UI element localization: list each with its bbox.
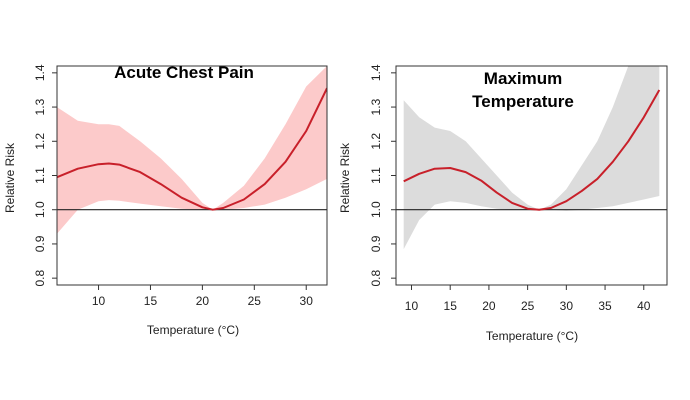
chart-title-line-1: Maximum bbox=[484, 69, 562, 88]
y-tick-label: 1.3 bbox=[33, 98, 47, 115]
x-tick-label: 10 bbox=[92, 294, 106, 308]
y-tick-label: 1.1 bbox=[33, 167, 47, 184]
plot-area: 10 15 20 25 30 35 40 0.8 0.9 1.0 1.1 1.2 1.3 1.4 bbox=[369, 64, 668, 313]
x-tick-label: 20 bbox=[196, 294, 210, 308]
x-tick-label: 30 bbox=[560, 299, 574, 313]
y-tick-label: 0.9 bbox=[33, 235, 47, 252]
panel-acute-chest-pain: 10 15 20 25 30 0.8 0.9 1.0 1.1 1.2 1.3 1.4 Acute Ch… bbox=[3, 63, 328, 337]
x-tick-label: 30 bbox=[300, 294, 314, 308]
y-tick-label: 1.2 bbox=[369, 133, 383, 150]
confidence-band bbox=[57, 66, 327, 234]
x-tick-label: 20 bbox=[482, 299, 496, 313]
y-tick-label: 0.8 bbox=[33, 270, 47, 287]
x-tick-label: 25 bbox=[248, 294, 262, 308]
y-tick-label: 0.8 bbox=[369, 270, 383, 287]
x-tick-label: 40 bbox=[637, 299, 651, 313]
panel-maximum-temperature: 10 15 20 25 30 35 40 0.8 0.9 1.0 1.1 1.2 1.3 1.4 Maxi… bbox=[338, 64, 668, 343]
y-tick-label: 1.4 bbox=[33, 64, 47, 81]
x-axis-label: Temperature (°C) bbox=[486, 329, 578, 343]
y-axis-label: Relative Risk bbox=[3, 142, 17, 213]
y-tick-label: 1.0 bbox=[33, 201, 47, 218]
chart-title: Acute Chest Pain bbox=[114, 63, 254, 82]
y-tick-label: 1.4 bbox=[369, 64, 383, 81]
y-axis-label: Relative Risk bbox=[338, 142, 352, 213]
y-tick-label: 1.3 bbox=[369, 98, 383, 115]
y-tick-label: 0.9 bbox=[369, 235, 383, 252]
y-tick-label: 1.1 bbox=[369, 167, 383, 184]
risk-line bbox=[403, 89, 661, 211]
x-tick-label: 25 bbox=[521, 299, 535, 313]
y-tick-label: 1.0 bbox=[369, 201, 383, 218]
x-tick-label: 15 bbox=[444, 299, 458, 313]
x-axis-label: Temperature (°C) bbox=[147, 323, 239, 337]
x-tick-label: 10 bbox=[405, 299, 419, 313]
chart-title-line-2: Temperature bbox=[472, 92, 574, 111]
risk-line bbox=[57, 87, 327, 211]
plot-area: 10 15 20 25 30 0.8 0.9 1.0 1.1 1.2 1.3 1.4 bbox=[33, 64, 328, 308]
y-tick-label: 1.2 bbox=[33, 133, 47, 150]
x-tick-label: 35 bbox=[598, 299, 612, 313]
confidence-band bbox=[403, 66, 660, 250]
x-tick-label: 15 bbox=[144, 294, 158, 308]
